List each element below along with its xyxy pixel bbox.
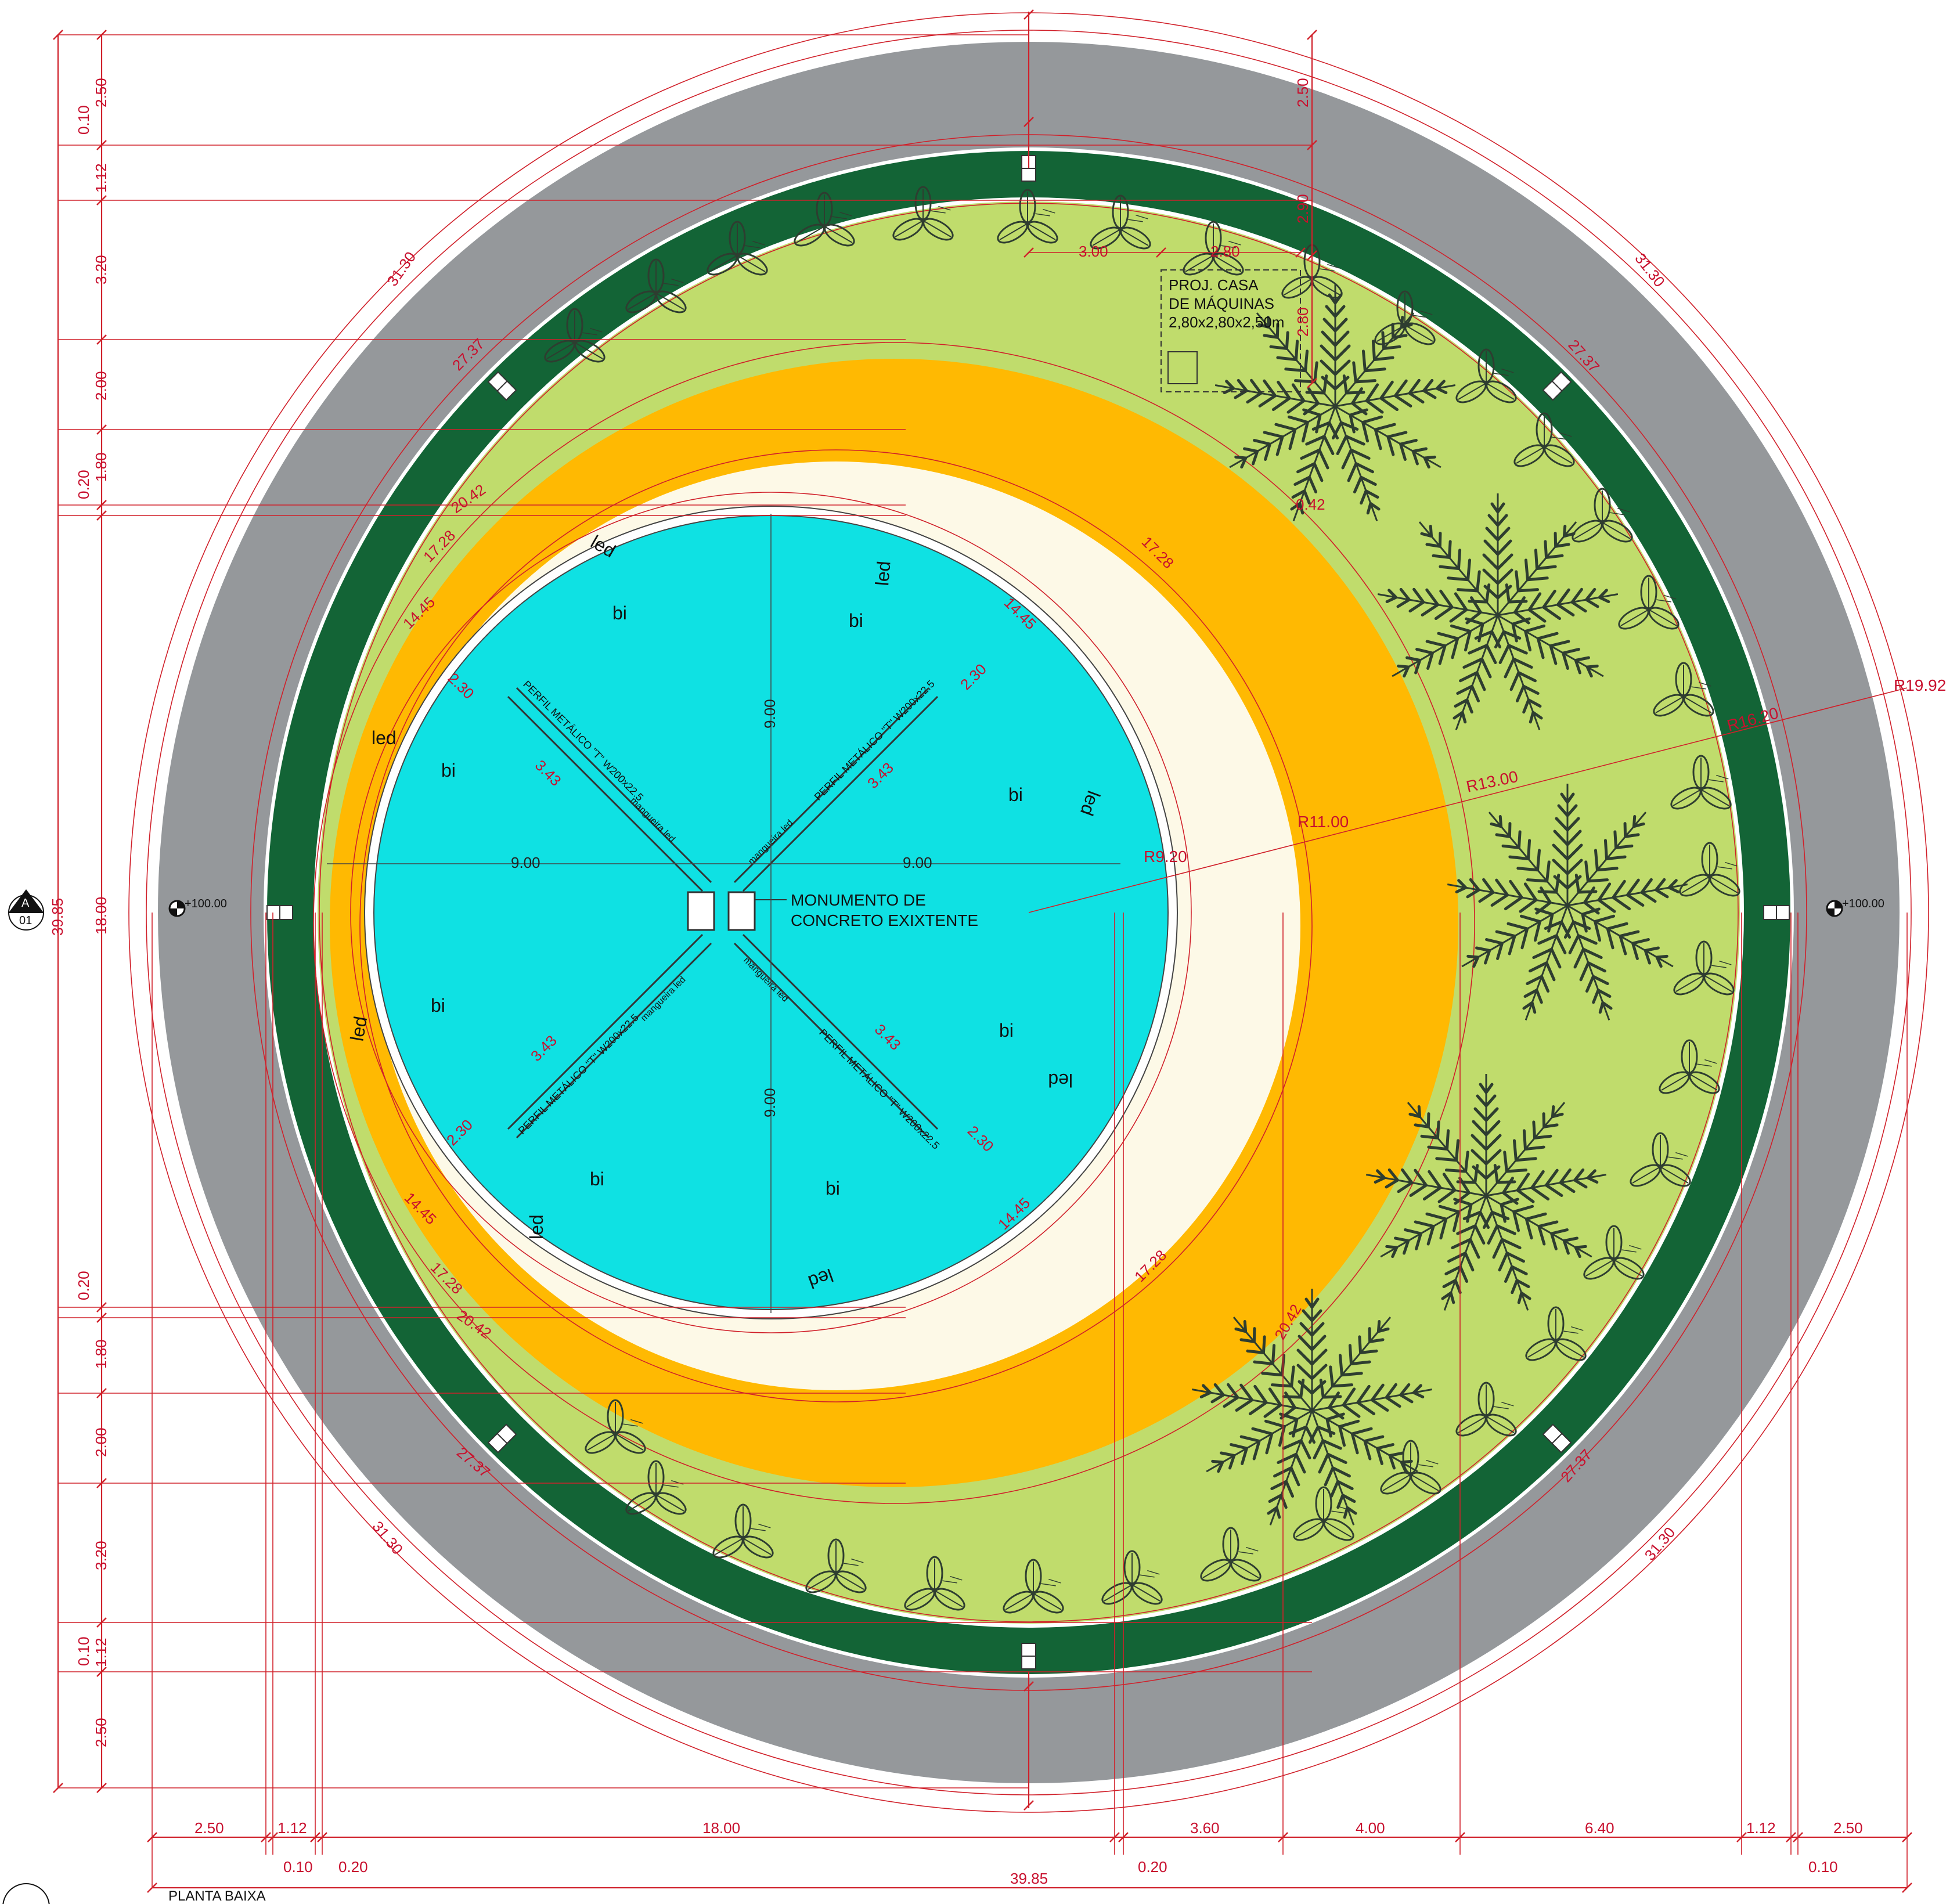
svg-text:2.80: 2.80 [1294, 307, 1311, 337]
svg-text:0.20: 0.20 [1138, 1858, 1167, 1876]
svg-text:led: led [526, 1214, 547, 1239]
svg-text:6.40: 6.40 [1585, 1819, 1614, 1837]
svg-text:0.20: 0.20 [75, 1271, 92, 1300]
level-marker-left: +100.00 [168, 897, 227, 917]
svg-text:led: led [346, 1015, 371, 1043]
svg-text:bi: bi [441, 760, 456, 781]
svg-text:9.00: 9.00 [761, 699, 779, 729]
dim-circle-cream [359, 449, 1313, 1402]
svg-text:1.12: 1.12 [1746, 1819, 1776, 1837]
svg-text:1.12: 1.12 [92, 163, 110, 193]
dim-circle-pool [350, 492, 1192, 1333]
svg-text:led: led [871, 560, 895, 587]
svg-text:2.00: 2.00 [92, 371, 110, 401]
svg-text:31.30: 31.30 [1641, 1524, 1679, 1564]
svg-text:2.50: 2.50 [1833, 1819, 1863, 1837]
svg-text:0.42: 0.42 [1296, 496, 1325, 513]
svg-text:bi: bi [849, 610, 863, 631]
monument-left [687, 891, 715, 931]
svg-text:39.85: 39.85 [49, 898, 66, 936]
svg-text:9.00: 9.00 [903, 854, 932, 871]
svg-text:2.50: 2.50 [1294, 78, 1311, 107]
svg-text:39.85: 39.85 [1010, 1870, 1048, 1887]
svg-text:bi: bi [590, 1169, 604, 1189]
svg-text:1.12: 1.12 [92, 1638, 110, 1667]
svg-text:R9.20: R9.20 [1144, 848, 1187, 866]
svg-text:bi: bi [1008, 784, 1023, 805]
svg-text:31.30: 31.30 [369, 1518, 406, 1558]
svg-text:9.00: 9.00 [511, 854, 540, 871]
pool-fixture-labels: led led led led led led led led bi bi bi… [346, 531, 1104, 1293]
svg-text:0.10: 0.10 [75, 1636, 92, 1666]
svg-text:R19.92: R19.92 [1894, 676, 1946, 694]
monument-right [727, 891, 756, 931]
svg-text:31.30: 31.30 [383, 248, 419, 290]
machine-room-outline [1160, 269, 1301, 392]
svg-text:0.20: 0.20 [75, 470, 92, 499]
svg-text:0.10: 0.10 [75, 105, 92, 135]
svg-text:2.80: 2.80 [1210, 243, 1240, 260]
monument-label-1: MONUMENTO DE [791, 891, 926, 909]
svg-text:bi: bi [431, 995, 445, 1016]
svg-text:3.20: 3.20 [92, 255, 110, 284]
svg-text:18.00: 18.00 [92, 897, 110, 935]
svg-text:+100.00: +100.00 [185, 897, 227, 910]
svg-text:1.80: 1.80 [92, 452, 110, 482]
machine-room-label-1: PROJ. CASA [1169, 276, 1259, 294]
bottom-dimension-labels: 2.50 1.12 0.10 0.20 18.00 0.20 3.60 4.00… [194, 1819, 1863, 1887]
svg-text:bi: bi [612, 603, 627, 623]
svg-text:led: led [372, 727, 397, 748]
svg-text:2.00: 2.00 [92, 1427, 110, 1457]
view-title-bubble [2, 1883, 50, 1904]
left-dimension-labels: 0.10 2.50 1.12 3.20 2.00 1.80 0.20 18.00… [49, 78, 110, 1747]
svg-text:31.30: 31.30 [1631, 250, 1668, 290]
top-dimension-chain [1023, 9, 1318, 389]
machine-room-label-3: 2,80x2,80x2,50m [1169, 313, 1284, 331]
level-marker-right: +100.00 [1826, 897, 1884, 917]
dim-circle-r1300 [319, 203, 1739, 1622]
left-dimension-chain [52, 29, 1312, 1794]
svg-text:18.00: 18.00 [702, 1819, 740, 1837]
svg-text:0.10: 0.10 [283, 1858, 313, 1876]
svg-text:0.20: 0.20 [338, 1858, 368, 1876]
svg-text:01: 01 [19, 914, 32, 927]
svg-text:led: led [1048, 1070, 1073, 1091]
svg-text:3.60: 3.60 [1190, 1819, 1220, 1837]
bottom-dimension-chain [146, 913, 1913, 1894]
pool-beams [507, 687, 939, 1139]
svg-text:+100.00: +100.00 [1842, 897, 1884, 910]
machine-room-hatch [1167, 351, 1198, 384]
svg-text:0.10: 0.10 [1808, 1858, 1838, 1876]
svg-text:2.50: 2.50 [194, 1819, 224, 1837]
svg-text:bi: bi [999, 1020, 1014, 1041]
section-marker: A 01 [8, 889, 44, 931]
svg-text:3.20: 3.20 [92, 1541, 110, 1570]
svg-text:1.80: 1.80 [92, 1339, 110, 1369]
view-title: PLANTA BAIXA [168, 1888, 266, 1904]
svg-text:4.00: 4.00 [1356, 1819, 1385, 1837]
svg-text:9.00: 9.00 [761, 1088, 779, 1117]
monument-label-2: CONCRETO EXIXTENTE [791, 911, 978, 929]
svg-text:R11.00: R11.00 [1298, 813, 1349, 831]
svg-text:2.50: 2.50 [92, 78, 110, 107]
svg-text:3.00: 3.00 [1079, 243, 1108, 260]
svg-text:2.90: 2.90 [1294, 194, 1311, 223]
svg-text:A: A [21, 897, 30, 910]
top-dimension-labels: 2.50 2.90 2.80 3.00 2.80 0.42 [1079, 78, 1325, 513]
machine-room-label-2: DE MÁQUINAS [1169, 295, 1274, 312]
svg-text:bi: bi [826, 1178, 840, 1199]
svg-text:2.50: 2.50 [92, 1718, 110, 1747]
dim-circle-orange [313, 342, 1475, 1504]
svg-text:1.12: 1.12 [277, 1819, 307, 1837]
